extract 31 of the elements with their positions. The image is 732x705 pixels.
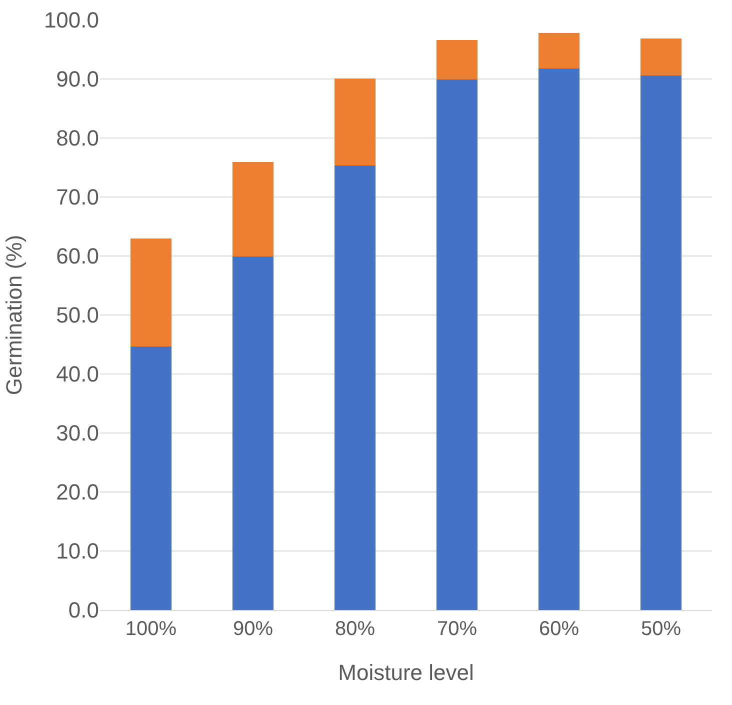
x-tick-label: 100% [125,618,177,640]
y-tick-label: 100.0 [44,8,99,33]
y-tick-label: 30.0 [56,420,99,446]
bar [130,346,172,610]
y-tick-label: 10.0 [56,538,99,564]
bar [130,238,172,346]
x-tick-label: 80% [334,618,376,640]
y-tick-label: 60.0 [56,244,99,269]
y-tick-label: 40.0 [56,362,99,387]
y-axis-title: Germination (%) [2,234,27,396]
x-tick-label: 70% [436,618,478,640]
x-tick-label: 60% [538,618,580,640]
bar [640,38,682,76]
bar [334,166,376,610]
y-tick-label: 50.0 [56,302,99,328]
bar [232,162,274,257]
bar [232,256,274,610]
bar [436,40,478,80]
bar [538,68,580,610]
bar [334,78,376,166]
y-tick-label: 70.0 [56,184,99,210]
y-tick-label: 20.0 [56,480,99,505]
bar [538,32,580,68]
x-tick-label: 90% [232,618,274,640]
bar [640,75,682,610]
bar [436,80,478,610]
y-tick-label: 80.0 [56,126,99,151]
x-tick-label: 50% [640,618,682,640]
x-axis-title: Moisture level [338,660,474,685]
y-tick-label: 0.0 [68,598,99,623]
y-tick-label: 90.0 [56,66,99,92]
